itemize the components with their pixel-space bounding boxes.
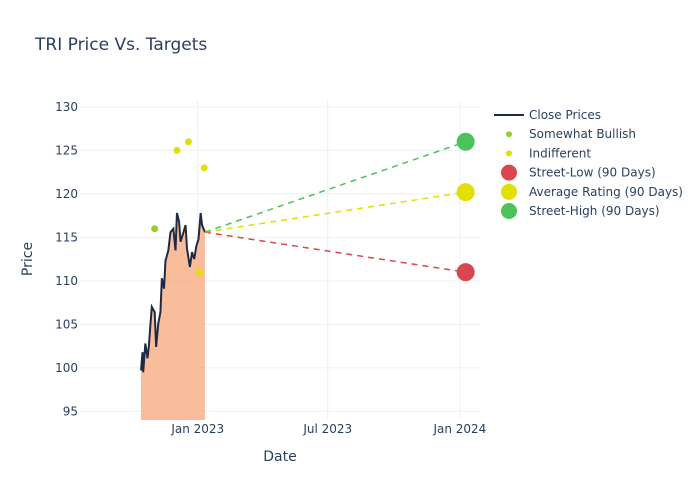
legend-label-somewhat-bullish: Somewhat Bullish [529,127,636,141]
street-low-90-days-trend-line [204,231,466,273]
legend-label-close-prices: Close Prices [529,108,601,122]
y-tick-label: 130 [55,100,78,114]
y-tick-label: 125 [55,143,78,157]
plot-area [140,132,475,420]
average-rating-90-days-marker [456,183,475,202]
legend-swatch-street-high-90-days [501,203,517,219]
chart-title: TRI Price Vs. Targets [34,35,207,55]
street-high-90-days-trend-line [204,141,466,233]
x-tick-label: Jan 2023 [170,422,224,436]
legend-label-street-high-90-days: Street-High (90 Days) [529,204,660,218]
average-rating-90-days-trend-line [204,191,466,233]
somewhat-bullish-point [151,225,159,233]
y-tick-label: 105 [55,317,78,331]
y-tick-label: 115 [55,230,78,244]
y-axis-label: Price [20,242,36,276]
legend-label-indifferent: Indifferent [529,146,591,160]
indifferent-point [195,268,203,276]
legend-swatch-average-rating-90-days [501,183,517,200]
x-tick-label: Jul 2023 [302,422,352,436]
legend-swatch-indifferent [506,150,512,157]
indifferent-point [173,146,181,154]
close-price-line [140,212,206,373]
legend[interactable]: Close Prices Somewhat Bullish Indifferent S… [494,108,683,219]
indifferent-point [200,164,208,172]
x-axis-label: Date [263,449,296,465]
street-low-90-days-marker [456,263,475,282]
legend-label-average-rating-90-days: Average Rating (90 Days) [529,185,683,199]
y-tick-label: 95 [63,404,78,418]
street-high-90-days-marker [456,132,475,151]
grid [80,100,480,420]
x-tick-label: Jan 2024 [432,422,486,436]
y-tick-label: 120 [55,187,78,201]
legend-swatch-street-low-90-days [501,164,517,181]
indifferent-point [184,138,192,146]
legend-swatch-somewhat-bullish [506,131,512,138]
legend-label-street-low-90-days: Street-Low (90 Days) [529,166,656,180]
y-tick-label: 100 [55,361,78,375]
y-tick-label: 110 [55,274,78,288]
axis-ticks: 95 100 105 110 115 120 125 130 Jan 2023 Jul 2023 J… [55,100,486,436]
